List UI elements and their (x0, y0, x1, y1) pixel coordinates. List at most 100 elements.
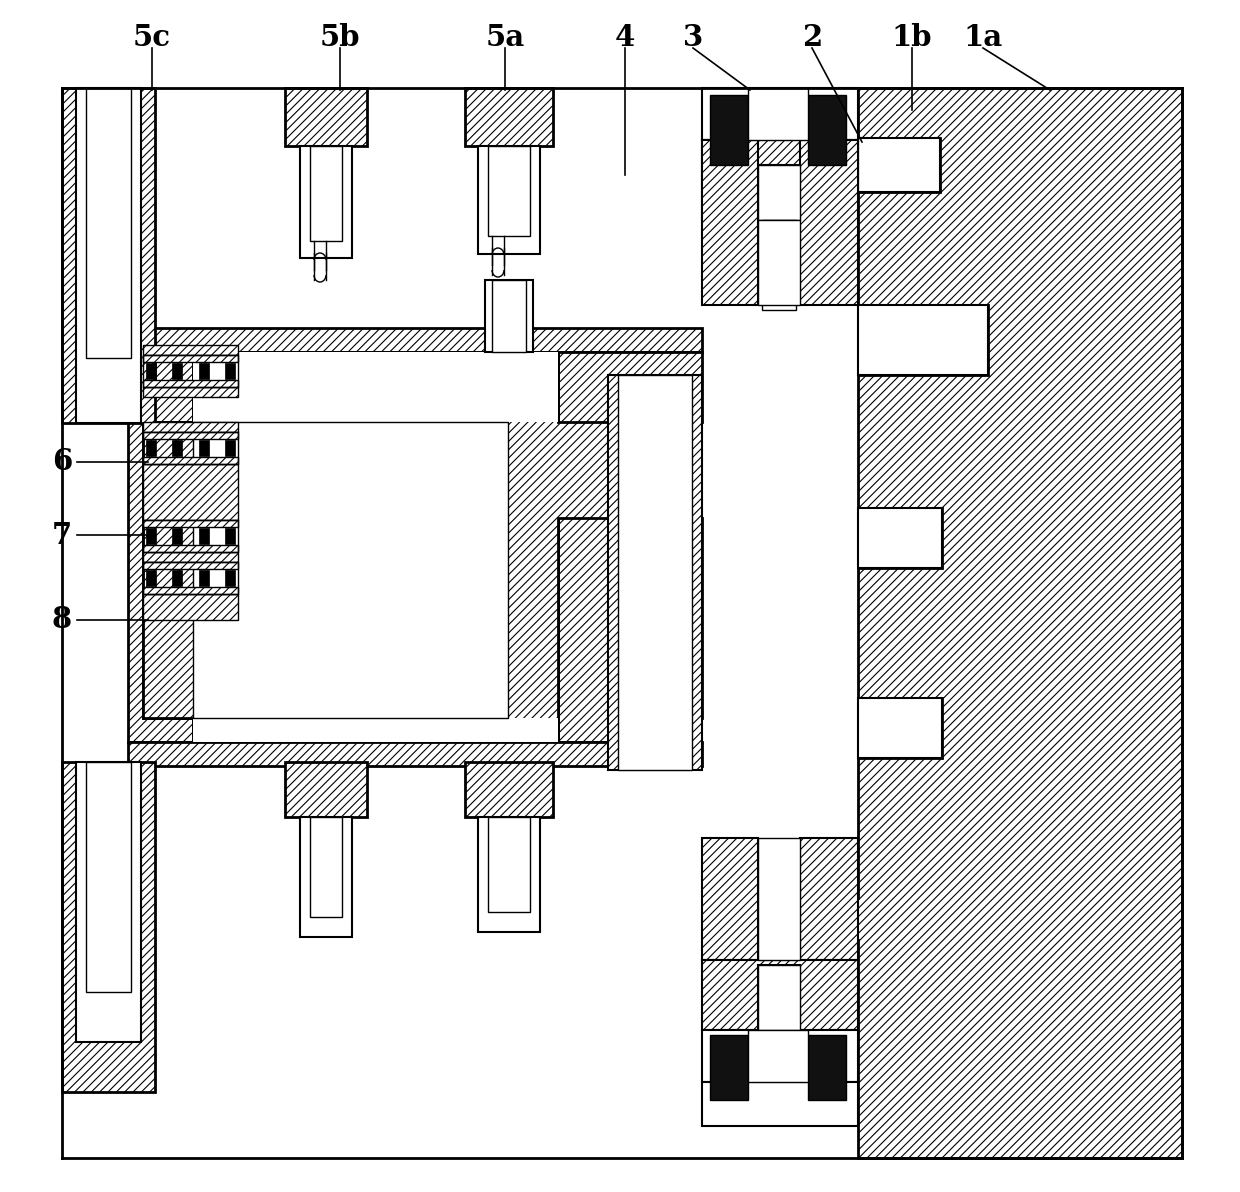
Bar (128, 328, 702, 352)
Text: 5c: 5c (133, 24, 171, 52)
Bar (224, 440, 236, 457)
Bar (285, 88, 367, 145)
Bar (858, 508, 942, 569)
Bar (758, 164, 800, 221)
Bar (300, 145, 352, 257)
Bar (143, 457, 238, 464)
Bar (608, 375, 702, 770)
Text: 7: 7 (52, 521, 72, 550)
Bar (143, 520, 238, 527)
Bar (758, 966, 800, 1030)
Bar (477, 817, 539, 932)
Bar (62, 762, 155, 1092)
Bar (146, 528, 156, 544)
Bar (146, 440, 156, 457)
Polygon shape (143, 352, 608, 741)
Bar (146, 570, 156, 586)
Bar (300, 817, 352, 937)
Bar (224, 528, 236, 544)
Bar (86, 88, 131, 358)
Bar (748, 88, 808, 139)
Text: 4: 4 (615, 24, 635, 52)
Bar (224, 570, 236, 586)
Text: 1a: 1a (963, 24, 1003, 52)
Bar (758, 221, 800, 305)
Bar (86, 762, 131, 992)
Polygon shape (702, 838, 758, 960)
Bar (310, 145, 342, 241)
Polygon shape (128, 352, 193, 741)
Bar (76, 762, 141, 1042)
Bar (76, 88, 141, 423)
Bar (808, 95, 846, 164)
Bar (198, 440, 208, 457)
Bar (702, 1030, 858, 1082)
Polygon shape (702, 960, 858, 1030)
Polygon shape (800, 838, 858, 960)
Bar (143, 355, 238, 362)
Bar (858, 699, 942, 758)
Text: 3: 3 (683, 24, 703, 52)
Bar (143, 387, 238, 397)
Bar (489, 145, 529, 236)
Bar (143, 561, 238, 569)
Bar (808, 1035, 846, 1100)
Bar (146, 364, 156, 379)
Polygon shape (838, 88, 1182, 1157)
Bar (198, 528, 208, 544)
Bar (465, 88, 553, 145)
Bar (143, 432, 238, 464)
Bar (143, 552, 238, 561)
Bar (172, 528, 182, 544)
Bar (193, 352, 558, 422)
Bar (858, 138, 940, 192)
Bar (711, 1035, 748, 1100)
Bar (489, 817, 529, 912)
Bar (702, 1082, 858, 1126)
Bar (143, 422, 238, 432)
Bar (172, 570, 182, 586)
Bar (285, 762, 367, 817)
Polygon shape (800, 139, 858, 305)
Bar (143, 520, 238, 552)
Bar (193, 422, 508, 718)
Bar (618, 375, 692, 770)
Bar (143, 380, 238, 387)
Bar (224, 364, 236, 379)
Bar (143, 586, 238, 594)
Bar (198, 570, 208, 586)
Bar (763, 221, 796, 310)
Bar (172, 440, 182, 457)
Text: 5b: 5b (320, 24, 361, 52)
Bar (758, 838, 800, 960)
Bar (128, 741, 702, 766)
Bar (702, 88, 858, 139)
Bar (465, 762, 553, 817)
Bar (143, 561, 238, 594)
Bar (711, 95, 748, 164)
Text: 5a: 5a (485, 24, 525, 52)
Bar (143, 355, 238, 387)
Bar (143, 594, 238, 620)
Bar (62, 88, 155, 423)
Bar (477, 145, 539, 254)
Bar (143, 464, 238, 520)
Bar (485, 280, 533, 352)
Bar (143, 344, 238, 355)
Bar (198, 364, 208, 379)
Text: 6: 6 (52, 447, 72, 477)
Text: 2: 2 (802, 24, 822, 52)
Text: 8: 8 (52, 606, 72, 634)
Bar (172, 364, 182, 379)
Polygon shape (702, 139, 858, 221)
Bar (310, 817, 342, 917)
Bar (193, 718, 558, 741)
Bar (858, 305, 988, 375)
Bar (143, 432, 238, 439)
Bar (748, 1030, 808, 1082)
Polygon shape (558, 352, 702, 741)
Bar (143, 545, 238, 552)
Text: 1b: 1b (892, 24, 932, 52)
Polygon shape (702, 139, 758, 305)
Bar (492, 280, 526, 352)
